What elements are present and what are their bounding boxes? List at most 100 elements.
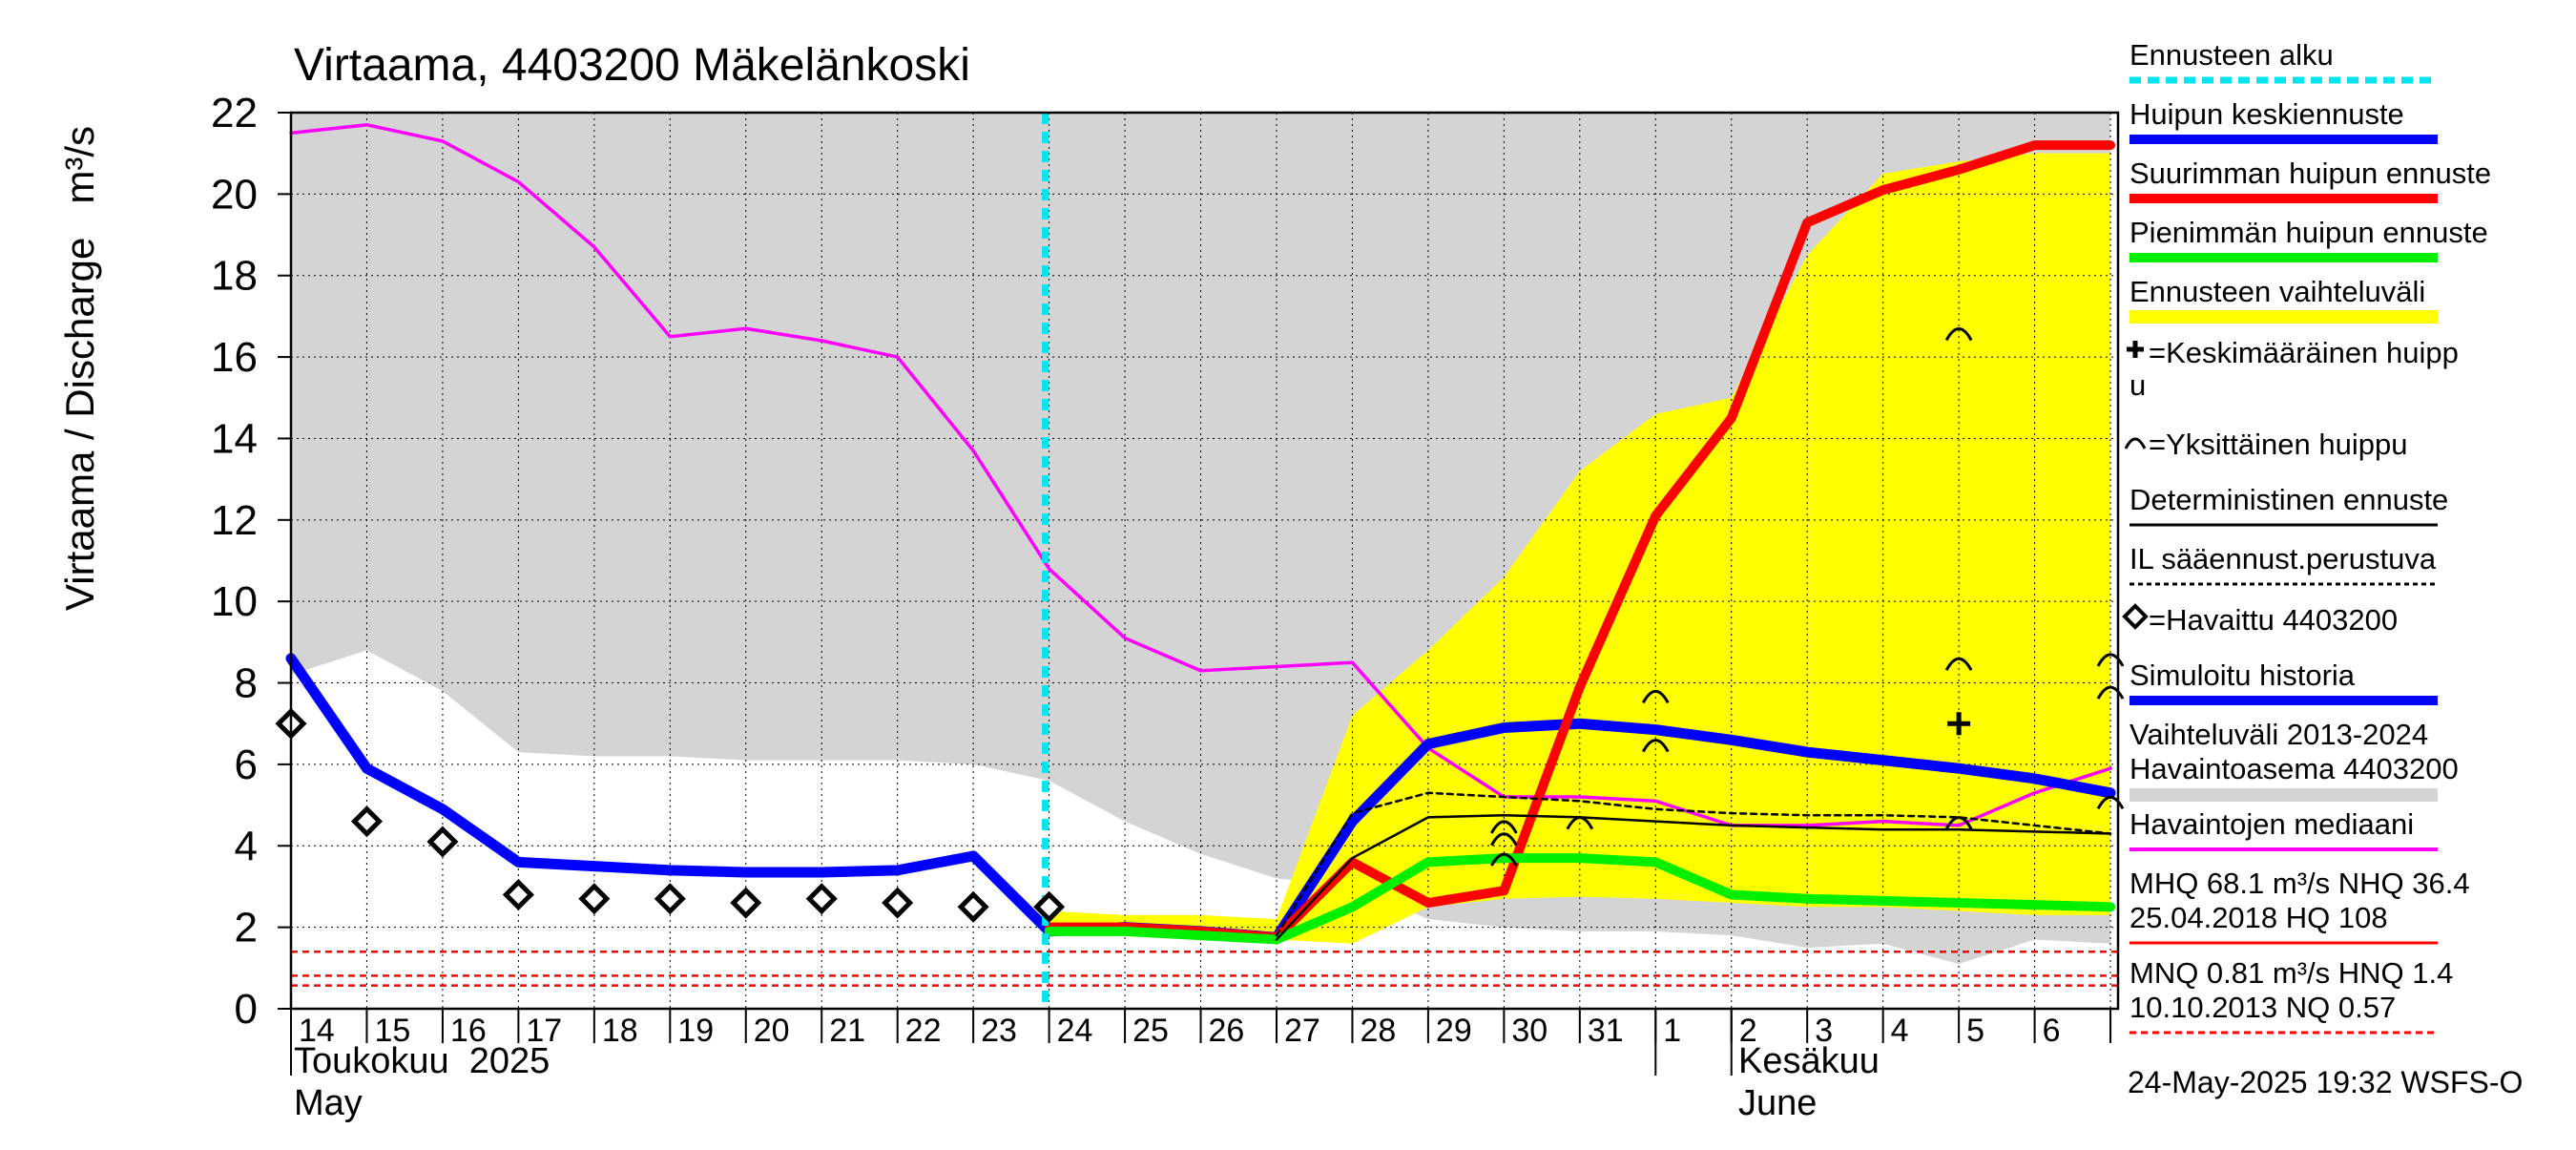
legend-label-line2: Havaintoasema 4403200 xyxy=(2129,752,2459,785)
x-tick-label: 15 xyxy=(374,1013,410,1049)
legend-item-mnq-0-81-m-s-hnq-1-4: MNQ 0.81 m³/s HNQ 1.410.10.2013 NQ 0.57 xyxy=(2129,956,2453,1035)
legend-symbol-arc xyxy=(2124,437,2147,450)
legend-label-line2: 10.10.2013 NQ 0.57 xyxy=(2129,991,2396,1024)
observed-diamond-point xyxy=(957,890,989,923)
y-tick-label: 6 xyxy=(235,742,258,788)
single-peak-marker xyxy=(1944,657,1973,671)
legend-item-havaittu-4403200: =Havaittu 4403200 xyxy=(2122,603,2398,637)
single-peak-marker xyxy=(2096,653,2125,667)
single-peak-marker xyxy=(1566,816,1594,830)
x-tick-label: 21 xyxy=(829,1013,865,1049)
series-line-il-s-ennust-perustuva xyxy=(1275,791,2112,937)
legend-label: =Yksittäinen huippu xyxy=(2149,428,2407,461)
legend-label: MNQ 0.81 m³/s HNQ 1.4 xyxy=(2129,956,2453,990)
single-peak-marker xyxy=(2096,685,2125,700)
legend-item-il-s-ennust-perustuva: IL sääennust.perustuva xyxy=(2129,542,2438,586)
legend-item-mhq-68-1-m-s-nhq-36-4: MHQ 68.1 m³/s NHQ 36.425.04.2018 HQ 108 xyxy=(2129,867,2470,945)
legend-item-pienimm-n-huipun-ennuste: Pienimmän huipun ennuste xyxy=(2129,216,2488,262)
legend-swatch-band xyxy=(2129,788,2438,802)
observed-diamond-point xyxy=(1033,890,1066,923)
single-peak-marker xyxy=(1490,832,1518,847)
legend-item-suurimman-huipun-ennuste: Suurimman huipun ennuste xyxy=(2129,157,2491,203)
legend-label: IL sääennust.perustuva xyxy=(2129,542,2437,575)
x-tick-label: 19 xyxy=(677,1013,714,1049)
y-axis-label: Virtaama / Discharge m³/s xyxy=(57,126,102,611)
observed-diamond-point xyxy=(882,887,914,919)
legend-item-ennusteen-vaihteluv-li: Ennusteen vaihteluväli xyxy=(2129,275,2438,324)
legend-label: =Havaittu 4403200 xyxy=(2149,603,2398,637)
y-tick-label: 18 xyxy=(211,253,258,300)
legend-label: Suurimman huipun ennuste xyxy=(2129,157,2491,190)
x-tick-label: 6 xyxy=(2043,1013,2061,1049)
y-tick-label: 4 xyxy=(235,823,258,869)
legend-item-ennusteen-alku: Ennusteen alku xyxy=(2129,38,2438,84)
series-line-deterministinen-ennuste xyxy=(1275,814,2112,941)
month-label-fi-may: Toukokuu 2025 xyxy=(294,1041,550,1081)
legend-swatch-band xyxy=(2129,310,2438,324)
y-tick-label: 12 xyxy=(211,497,258,544)
y-tick-label: 22 xyxy=(211,90,258,136)
series-line-pienimm-n-huipun-ennuste xyxy=(1044,853,2116,945)
legend-label: =Keskimääräinen huipp xyxy=(2149,336,2459,369)
legend-item-havaintojen-mediaani: Havaintojen mediaani xyxy=(2129,807,2438,851)
x-tick-label: 20 xyxy=(754,1013,790,1049)
single-peak-marker xyxy=(1641,689,1670,704)
x-tick-label: 30 xyxy=(1511,1013,1548,1049)
single-peak-marker xyxy=(1490,820,1518,834)
legend: Ennusteen alku Huipun keskiennuste Suurimm… xyxy=(2122,38,2491,1035)
legend-label-line2: 25.04.2018 HQ 108 xyxy=(2129,901,2388,934)
series-line-havaintojen-mediaani xyxy=(289,123,2112,827)
x-tick-label: 3 xyxy=(1815,1013,1833,1049)
x-tick-label: 1 xyxy=(1663,1013,1681,1049)
single-peak-marker xyxy=(2096,795,2125,810)
plot-frame xyxy=(289,111,2120,1011)
x-tick-label: 26 xyxy=(1209,1013,1245,1049)
legend-item-keskim-r-inen-huipp: =Keskimääräinen huippu xyxy=(2127,336,2459,402)
mean-peak-marker xyxy=(1947,712,1971,736)
y-tick-label: 0 xyxy=(235,986,258,1033)
x-tick-label: 23 xyxy=(981,1013,1017,1049)
legend-label: Ennusteen alku xyxy=(2129,38,2334,72)
observed-diamond-point xyxy=(730,887,762,919)
x-tick-label: 22 xyxy=(905,1013,942,1049)
y-tick-label: 20 xyxy=(211,171,258,218)
legend-label: Vaihteluväli 2013-2024 xyxy=(2129,718,2428,751)
x-tick-label: 29 xyxy=(1436,1013,1472,1049)
reference-lines xyxy=(291,950,2118,987)
single-peak-marker xyxy=(1944,816,1973,830)
legend-item-yksitt-inen-huippu: =Yksittäinen huippu xyxy=(2124,428,2407,461)
y-tick-label: 16 xyxy=(211,334,258,381)
legend-item-vaihteluv-li-2013-2024: Vaihteluväli 2013-2024 Havaintoasema 440… xyxy=(2129,718,2459,802)
y-tick-label: 8 xyxy=(235,660,258,707)
grid-lines xyxy=(290,112,2118,1010)
legend-label: Ennusteen vaihteluväli xyxy=(2129,275,2425,308)
observed-diamond-point xyxy=(805,883,838,915)
y-tick-label: 14 xyxy=(211,415,258,462)
legend-item-simuloitu-historia: Simuloitu historia xyxy=(2129,659,2438,705)
chart-title: Virtaama, 4403200 Mäkelänkoski xyxy=(294,40,970,91)
legend-label: Pienimmän huipun ennuste xyxy=(2129,216,2488,249)
legend-label: Huipun keskiennuste xyxy=(2129,97,2404,131)
x-tick-label: 17 xyxy=(526,1013,562,1049)
month-label-fi-june: Kesäkuu xyxy=(1738,1041,1880,1081)
observed-diamond-point xyxy=(578,883,611,915)
data-series xyxy=(285,113,2116,1009)
x-tick-label: 2 xyxy=(1739,1013,1757,1049)
legend-label-line2: u xyxy=(2129,368,2146,402)
x-tick-label: 28 xyxy=(1360,1013,1396,1049)
single-peak-marker xyxy=(1641,739,1670,753)
y-tick-label: 2 xyxy=(235,905,258,951)
x-tick-label: 4 xyxy=(1891,1013,1909,1049)
legend-label: Havaintojen mediaani xyxy=(2129,807,2414,841)
legend-item-deterministinen-ennuste: Deterministinen ennuste xyxy=(2129,483,2448,527)
single-peak-marker xyxy=(1944,327,1973,342)
legend-label: Deterministinen ennuste xyxy=(2129,483,2448,516)
x-tick-label: 24 xyxy=(1057,1013,1093,1049)
observed-diamond-point xyxy=(350,805,383,838)
x-tick-label: 27 xyxy=(1284,1013,1320,1049)
x-tick-label: 31 xyxy=(1588,1013,1624,1049)
x-tick-label: 16 xyxy=(450,1013,487,1049)
month-label-en-june: June xyxy=(1738,1083,1817,1123)
x-tick-label: 14 xyxy=(299,1013,335,1049)
